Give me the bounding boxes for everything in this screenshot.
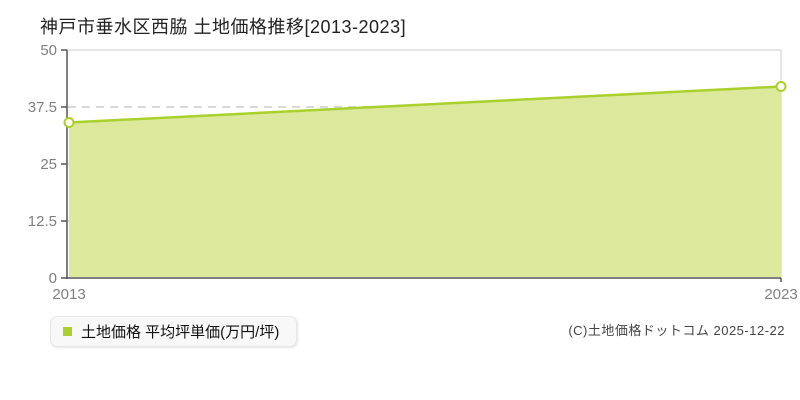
legend-series-label: 土地価格 平均坪単価(万円/坪) (81, 324, 280, 341)
y-tick-label: 12.5 (28, 213, 57, 230)
copyright-text: (C)土地価格ドットコム 2025-12-22 (568, 323, 785, 338)
y-tick-label: 25 (40, 156, 57, 173)
x-tick-label: 2023 (764, 286, 797, 303)
y-tick-label: 50 (40, 42, 57, 59)
y-tick-label: 0 (49, 270, 57, 287)
series-area-fill (69, 86, 781, 277)
legend: 土地価格 平均坪単価(万円/坪) (50, 316, 298, 347)
chart-title: 神戸市垂水区西脇 土地価格推移[2013-2023] (40, 17, 407, 37)
series-trend-line (68, 85, 782, 124)
data-point-marker (63, 117, 75, 129)
x-tick-label: 2013 (52, 286, 85, 303)
data-point-marker (775, 80, 787, 92)
y-tick-label: 37.5 (28, 99, 57, 116)
legend-series-swatch-icon (63, 327, 72, 336)
